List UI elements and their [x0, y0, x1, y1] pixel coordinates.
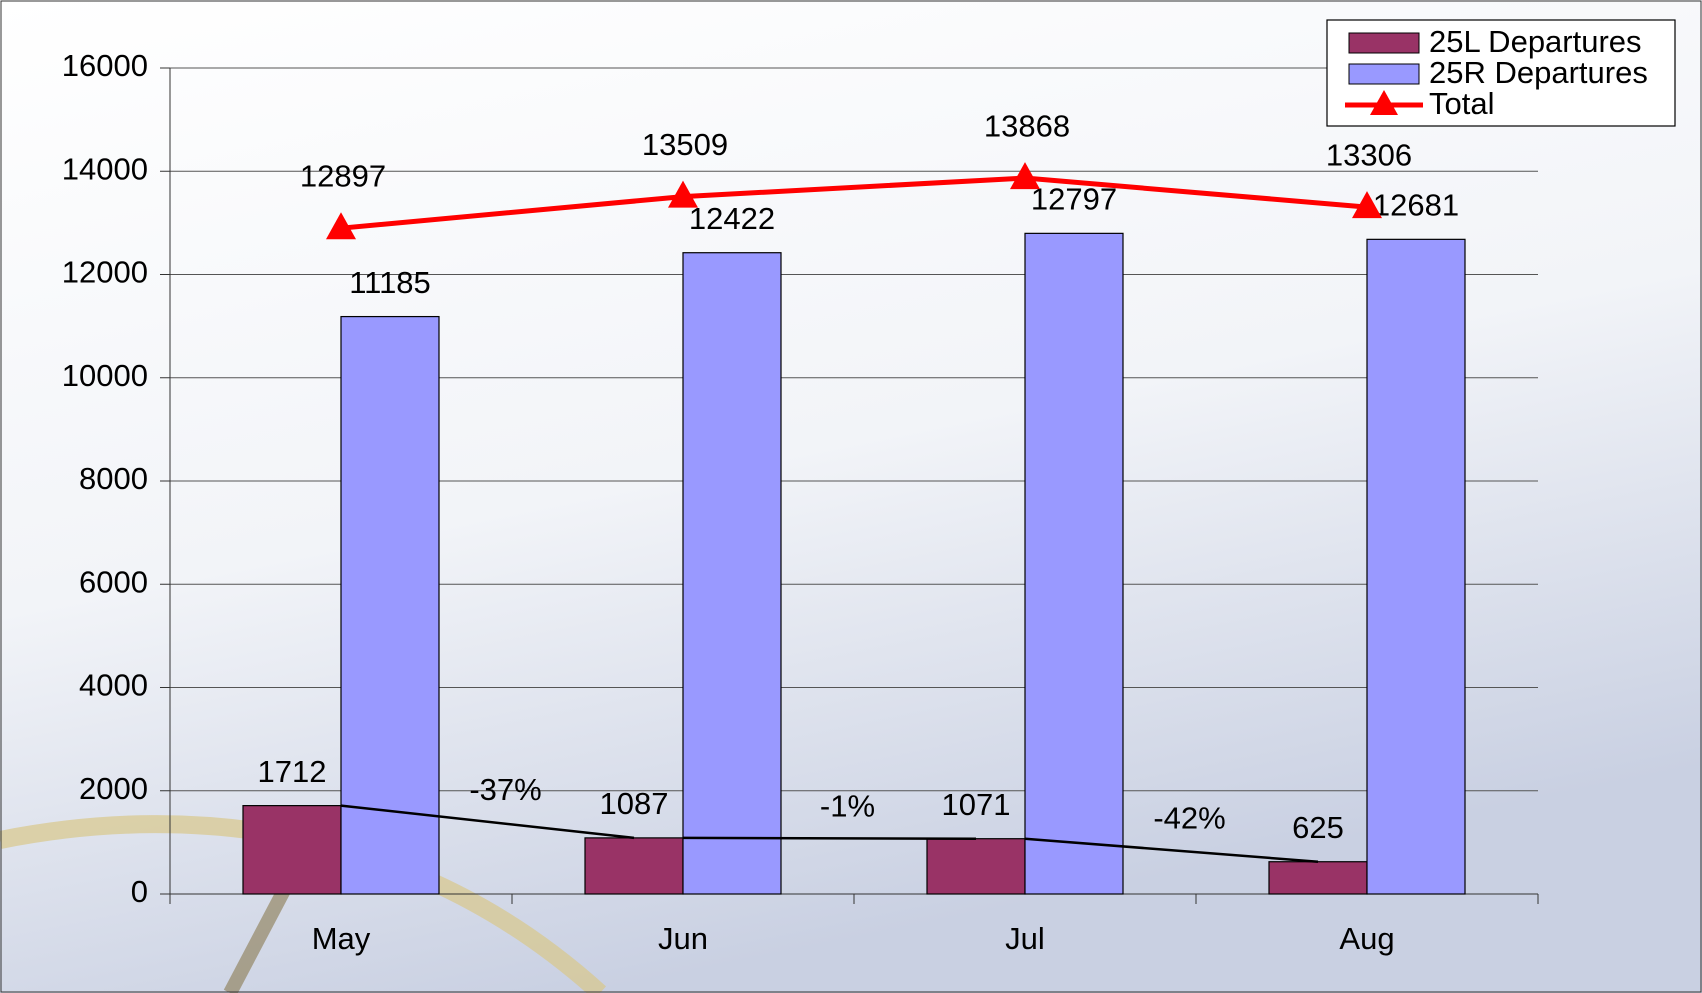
annotation: -1%: [820, 788, 875, 823]
data-label: 1087: [600, 786, 669, 821]
marker: [1010, 162, 1040, 190]
data-label: 12897: [300, 158, 386, 193]
bar: [242, 805, 342, 895]
marker: [668, 180, 698, 208]
bar: [1268, 861, 1368, 895]
y-tick-label: 12000: [62, 255, 148, 290]
data-label: 12681: [1373, 188, 1459, 223]
data-label: 13306: [1326, 137, 1412, 172]
legend-swatch: [1348, 32, 1420, 54]
legend-label: 25R Departures: [1429, 55, 1648, 90]
x-tick-label: Jul: [1005, 921, 1045, 956]
connector: [340, 804, 635, 840]
y-tick-label: 0: [131, 874, 148, 909]
x-tick-label: May: [312, 921, 371, 956]
line: [340, 175, 1368, 231]
y-tick-label: 10000: [62, 358, 148, 393]
connector: [682, 836, 977, 840]
bar: [1024, 232, 1124, 895]
bar: [926, 838, 1026, 895]
y-tick-label: 6000: [79, 564, 148, 599]
data-label: 625: [1292, 810, 1344, 845]
bar: [340, 315, 440, 895]
legend-swatch: [1348, 63, 1420, 85]
bar: [584, 837, 684, 895]
legend-label: 25L Departures: [1429, 24, 1642, 59]
data-label: 1071: [942, 787, 1011, 822]
connector: [1024, 837, 1319, 863]
annotation: -37%: [469, 772, 541, 807]
y-tick-label: 16000: [62, 48, 148, 83]
x-tick-label: Jun: [658, 921, 708, 956]
marker: [326, 212, 356, 240]
annotation: -42%: [1153, 800, 1225, 835]
data-label: 13509: [642, 127, 728, 162]
marker: [1352, 191, 1382, 219]
data-label: 12422: [689, 201, 775, 236]
legend-marker: [1370, 90, 1398, 115]
data-label: 13868: [984, 108, 1070, 143]
data-label: 12797: [1031, 182, 1117, 217]
data-label: 11185: [349, 265, 431, 300]
x-tick-label: Aug: [1339, 921, 1394, 956]
data-label: 1712: [258, 754, 327, 789]
y-tick-label: 4000: [79, 668, 148, 703]
bar: [682, 252, 782, 895]
y-tick-label: 14000: [62, 151, 148, 186]
legend-label: Total: [1429, 86, 1494, 121]
y-tick-label: 8000: [79, 461, 148, 496]
y-tick-label: 2000: [79, 771, 148, 806]
bar: [1366, 238, 1466, 895]
